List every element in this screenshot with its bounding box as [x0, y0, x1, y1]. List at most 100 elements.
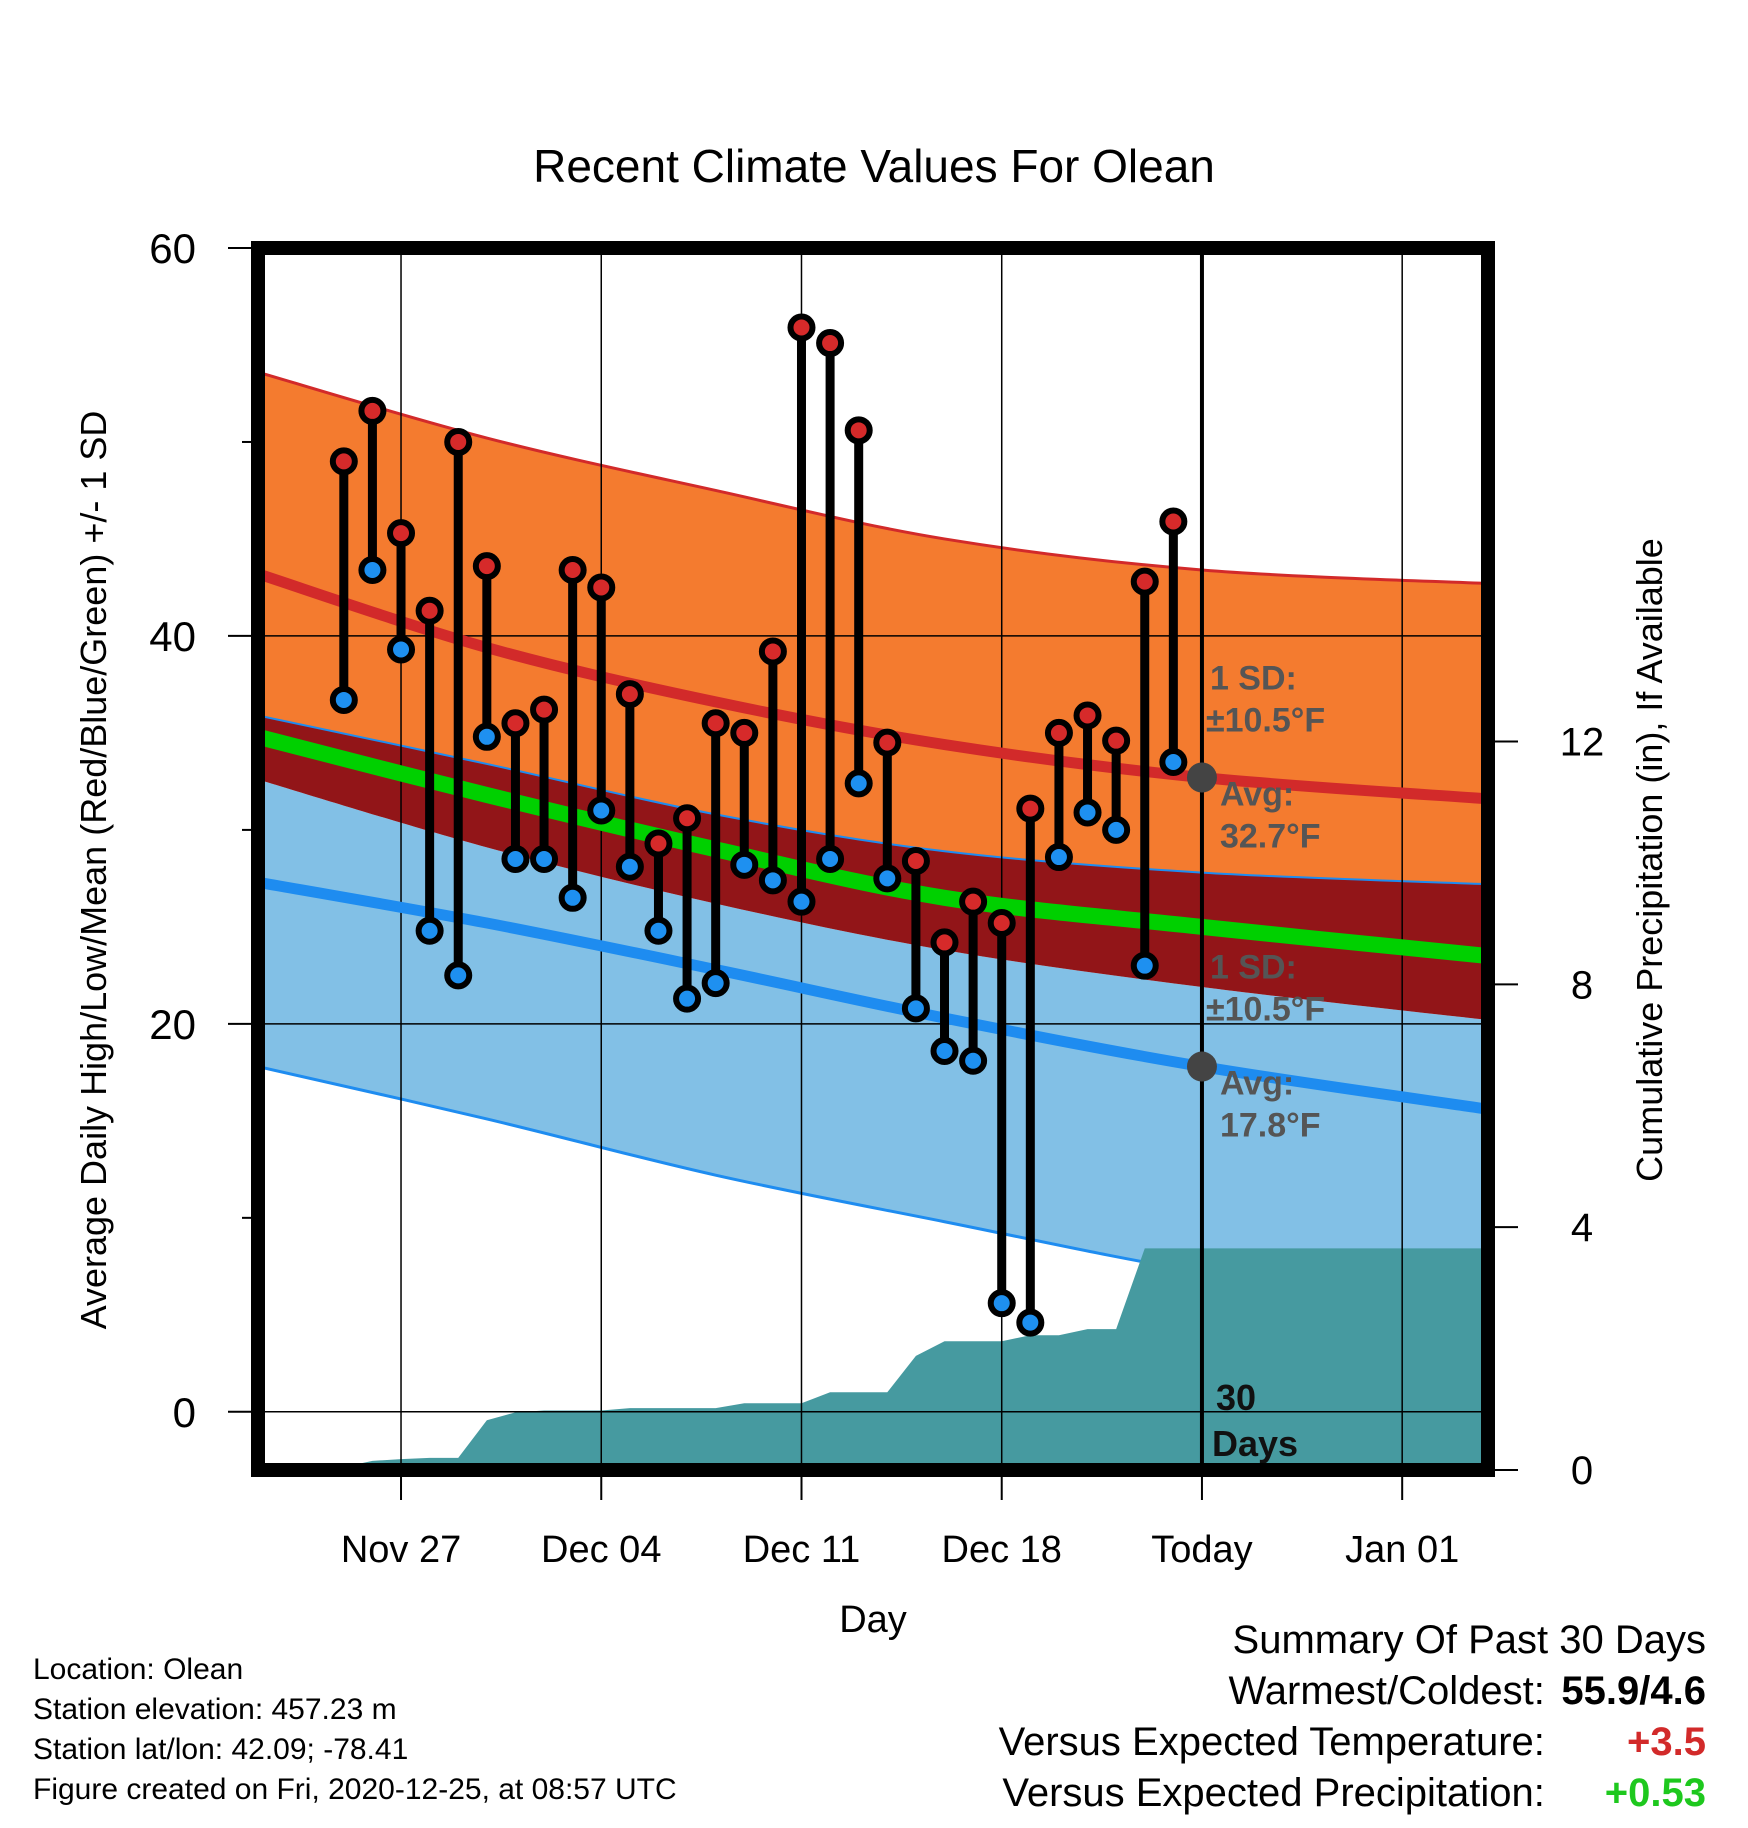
- daily-low-point: [358, 555, 387, 584]
- daily-low-point: [1130, 951, 1159, 980]
- x-tick-label: Dec 18: [942, 1529, 1062, 1571]
- low-avg-label: Avg:: [1220, 1065, 1294, 1103]
- y-left-tick-label: 0: [173, 1389, 196, 1436]
- high-avg-value: 32.7°F: [1220, 818, 1321, 856]
- daily-low-point: [587, 796, 616, 825]
- daily-high-point: [930, 928, 959, 957]
- daily-low-point: [501, 845, 530, 873]
- normal-low-line: [258, 876, 1488, 1115]
- daily-low-point: [844, 769, 873, 798]
- high-sd-label: 1 SD:: [1210, 660, 1297, 698]
- daily-high-point: [730, 718, 759, 747]
- summary-title: Summary Of Past 30 Days: [1232, 1618, 1706, 1662]
- daily-high-point: [987, 909, 1016, 938]
- daily-low-point: [1159, 748, 1188, 777]
- low-sd-label: 1 SD:: [1210, 949, 1297, 987]
- temp-row: Versus Expected Temperature: +3.5: [999, 1717, 1706, 1768]
- daily-low-point: [987, 1289, 1016, 1318]
- x-tick-label: Dec 11: [743, 1529, 861, 1571]
- daily-low-point: [387, 635, 416, 664]
- high-sd-value: ±10.5°F: [1206, 702, 1325, 740]
- daily-high-point: [1073, 701, 1102, 730]
- daily-low-point: [1016, 1308, 1045, 1337]
- daily-low-point: [901, 994, 930, 1023]
- period-number: 30: [1216, 1377, 1256, 1418]
- y-right-tick-label: 12: [1560, 721, 1605, 765]
- warmest-label: Warmest/Coldest:: [1228, 1669, 1545, 1713]
- daily-low-point: [930, 1037, 959, 1066]
- warmest-row: Warmest/Coldest: 55.9/4.6: [999, 1666, 1707, 1717]
- daily-low-point: [1044, 843, 1073, 872]
- station-info: Location: Olean Station elevation: 457.2…: [33, 1650, 677, 1810]
- daily-low-point: [787, 887, 816, 916]
- annotations: 1 SD: ±10.5°F Avg: 32.7°F 1 SD: ±10.5°F Avg: 17…: [1186, 660, 1325, 1464]
- overlap-band: [258, 715, 1488, 1020]
- daily-low-point: [816, 845, 845, 873]
- daily-low-point: [959, 1046, 988, 1075]
- daily-low-point: [673, 984, 702, 1013]
- daily-high-point: [1016, 794, 1045, 823]
- daily-high-point: [1130, 567, 1159, 596]
- high-avg-label: Avg:: [1220, 776, 1294, 814]
- low-sd-value: ±10.5°F: [1206, 991, 1325, 1029]
- daily-high-point: [873, 728, 902, 757]
- plot-frame: [251, 241, 1495, 1477]
- daily-low-point: [558, 883, 587, 912]
- low-avg-marker: [1186, 1051, 1217, 1082]
- daily-low-point: [329, 685, 358, 714]
- created-text: Figure created on Fri, 2020-12-25, at 08…: [33, 1773, 677, 1806]
- location-text: Location: Olean: [33, 1653, 244, 1686]
- climate-chart: Recent Climate Values For Olean 1 SD: ±10…: [73, 140, 1670, 1640]
- daily-high-point: [387, 519, 416, 548]
- daily-high-point: [673, 804, 702, 833]
- daily-high-point: [816, 329, 845, 358]
- daily-high-point: [959, 887, 988, 916]
- daily-low-point: [1073, 798, 1102, 827]
- daily-high-point: [501, 709, 530, 738]
- daily-high-point: [415, 596, 444, 625]
- daily-low-point: [701, 969, 730, 998]
- temp-value: +3.5: [1627, 1720, 1706, 1764]
- x-tick-label: Today: [1151, 1529, 1252, 1571]
- daily-low-point: [615, 852, 644, 881]
- daily-high-point: [1159, 507, 1188, 536]
- daily-low-point: [472, 722, 501, 751]
- daily-low-point: [730, 850, 759, 879]
- daily-high-point: [1102, 726, 1131, 755]
- axes: Nov 27 Dec 04 Dec 11 Dec 18 Today Jan 0102040…: [149, 225, 1604, 1571]
- daily-low-point: [873, 864, 902, 893]
- daily-high-point: [1044, 718, 1073, 747]
- y-axis-label-right: Cumulative Precipitation (in), If Availa…: [1629, 538, 1670, 1182]
- daily-high-point: [472, 552, 501, 581]
- temp-label: Versus Expected Temperature:: [998, 1720, 1545, 1764]
- daily-high-point: [787, 313, 816, 342]
- daily-high-point: [329, 447, 358, 476]
- daily-high-point: [758, 637, 787, 666]
- x-tick-label: Jan 01: [1345, 1529, 1459, 1571]
- elevation-text: Station elevation: 457.23 m: [33, 1693, 397, 1726]
- low-avg-value: 17.8°F: [1220, 1107, 1321, 1145]
- y-right-tick-label: 4: [1571, 1206, 1593, 1250]
- precip-area: [286, 1248, 1488, 1470]
- daily-low-point: [444, 961, 473, 990]
- y-axis-label-left: Average Daily High/Low/Mean (Red/Blue/Gr…: [73, 411, 114, 1330]
- daily-low-point: [758, 866, 787, 895]
- y-right-tick-label: 8: [1571, 963, 1593, 1007]
- daily-high-point: [358, 396, 387, 425]
- x-axis-label: Day: [839, 1599, 907, 1640]
- x-tick-label: Nov 27: [341, 1529, 461, 1571]
- chart-title: Recent Climate Values For Olean: [533, 140, 1215, 192]
- daily-high-point: [444, 427, 473, 456]
- high-avg-marker: [1186, 762, 1217, 793]
- summary-panel: Summary Of Past 30 Days Warmest/Coldest:…: [999, 1615, 1706, 1819]
- daily-low-point: [1102, 815, 1131, 844]
- latlon-text: Station lat/lon: 42.09; -78.41: [33, 1733, 409, 1766]
- daily-low-point: [530, 845, 559, 873]
- daily-high-point: [901, 846, 930, 875]
- low-sd-band: [258, 779, 1488, 1311]
- precip-row: Versus Expected Precipitation: +0.53: [999, 1768, 1706, 1819]
- x-tick-label: Dec 04: [541, 1529, 661, 1571]
- precipitation-area: [286, 1248, 1488, 1470]
- daily-low-point: [644, 916, 673, 945]
- daily-high-point: [587, 573, 616, 602]
